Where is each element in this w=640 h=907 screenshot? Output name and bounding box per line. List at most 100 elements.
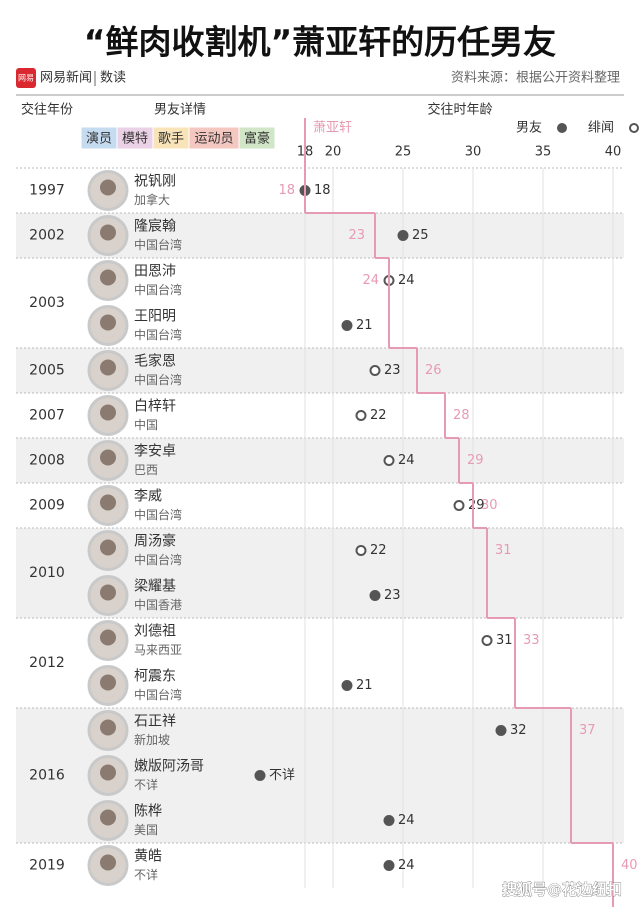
x-tick-label: 40: [605, 145, 622, 160]
avatar-head: [100, 179, 116, 196]
boyfriend-name: 柯震东: [134, 669, 176, 685]
x-tick-label: 20: [325, 145, 342, 160]
year-label: 2012: [29, 655, 65, 671]
source: 资料来源：根据公开资料整理: [451, 71, 620, 86]
avatar-head: [100, 764, 116, 781]
age-dot: [369, 590, 381, 601]
avatar-head: [100, 539, 116, 556]
year-label: 2019: [29, 858, 65, 874]
header-detail: 男友详情: [154, 102, 206, 118]
avatar-head: [100, 584, 116, 601]
boyfriend-name: 王阳明: [134, 309, 176, 325]
occupation-label: 模特: [122, 132, 148, 147]
header-age: 交往时年龄: [427, 102, 492, 118]
age-dot: [383, 455, 395, 466]
age-dot: [495, 725, 507, 736]
age-label: 23: [384, 588, 401, 603]
x-tick-label: 35: [535, 145, 552, 160]
boyfriend-name: 嫩版阿汤哥: [134, 759, 204, 775]
avatar-head: [100, 629, 116, 646]
boyfriend-origin: 加拿大: [134, 192, 170, 207]
step-label: 28: [453, 408, 470, 423]
boyfriend-origin: 美国: [134, 823, 158, 837]
age-dot: [341, 680, 353, 691]
boyfriend-name: 黄皓: [134, 848, 162, 865]
step-label: 23: [348, 228, 365, 243]
year-label: 2010: [29, 565, 65, 581]
age-dot: [355, 410, 367, 421]
year-label: 2008: [29, 453, 65, 469]
step-label: 30: [481, 498, 498, 513]
legend-label: 男友: [516, 120, 542, 136]
boyfriend-name: 周汤豪: [134, 534, 176, 550]
boyfriend-name: 白梓轩: [134, 399, 176, 415]
age-label: 21: [356, 318, 373, 333]
legend-marker: [557, 123, 567, 133]
boyfriend-origin: 中国台湾: [134, 282, 182, 297]
header-year: 交往年份: [21, 102, 73, 118]
avatar-head: [100, 719, 116, 736]
legend-marker: [629, 123, 639, 133]
avatar-head: [100, 404, 116, 421]
year-label: 2003: [29, 295, 65, 311]
boyfriend-origin: 中国台湾: [134, 327, 182, 342]
year-label: 2002: [29, 228, 65, 244]
age-dot: [254, 770, 266, 781]
brand-section: 数读: [100, 71, 126, 86]
age-label: 23: [384, 363, 401, 378]
boyfriend-origin: 中国台湾: [134, 552, 182, 567]
age-label: 24: [398, 858, 415, 873]
occupation-swatch: [117, 127, 153, 149]
avatar-head: [100, 269, 116, 286]
occupation-swatch: [239, 127, 275, 149]
avatar-head: [100, 314, 116, 331]
boyfriend-name: 隆宸翰: [134, 218, 176, 235]
avatar-head: [100, 674, 116, 691]
age-label: 不详: [269, 768, 295, 783]
age-label: 25: [412, 228, 429, 243]
age-label: 31: [496, 633, 513, 648]
step-label: 40: [621, 858, 638, 873]
series-name: 萧亚轩: [313, 121, 352, 136]
boyfriend-origin: 中国台湾: [134, 507, 182, 522]
occupation-swatch: [153, 127, 189, 149]
occupation-label: 富豪: [244, 131, 270, 147]
brand: 网易新闻: [40, 70, 92, 86]
age-dot: [453, 500, 465, 511]
occupation-label: 运动员: [194, 132, 233, 147]
age-dot: [341, 320, 353, 331]
age-dot: [383, 860, 395, 871]
age-label: 24: [398, 453, 415, 468]
year-label: 2005: [29, 363, 65, 379]
logo-box: [16, 68, 36, 88]
boyfriend-name: 祝钒刚: [134, 174, 176, 190]
chart-title: “鲜肉收割机”萧亚轩的历任男友: [84, 23, 556, 62]
age-label: 24: [398, 813, 415, 828]
age-dot: [383, 815, 395, 826]
age-label: 21: [356, 678, 373, 693]
boyfriend-name: 田恩沛: [134, 264, 176, 280]
boyfriend-name: 毛家恩: [134, 353, 176, 370]
age-dot: [397, 230, 409, 241]
step-label: 31: [495, 543, 512, 558]
avatar-head: [100, 449, 116, 466]
step-label: 37: [579, 723, 596, 738]
avatar-head: [100, 359, 116, 376]
legend-label: 绯闻: [588, 121, 614, 136]
x-tick-label: 25: [395, 145, 412, 160]
age-label: 22: [370, 543, 387, 558]
occupation-swatch: [189, 127, 239, 149]
boyfriend-origin: 巴西: [134, 463, 158, 477]
boyfriend-name: 李安卓: [134, 444, 176, 460]
step-label: 26: [425, 363, 442, 378]
boyfriend-name: 石正祥: [134, 714, 176, 730]
avatar-head: [100, 494, 116, 511]
boyfriend-origin: 中国: [134, 417, 158, 432]
boyfriend-origin: 不详: [134, 777, 158, 792]
age-label: 22: [370, 408, 387, 423]
age-label: 24: [398, 273, 415, 288]
year-label: 2016: [29, 768, 65, 784]
step-label: 33: [523, 633, 540, 648]
year-label: 1997: [29, 183, 65, 199]
